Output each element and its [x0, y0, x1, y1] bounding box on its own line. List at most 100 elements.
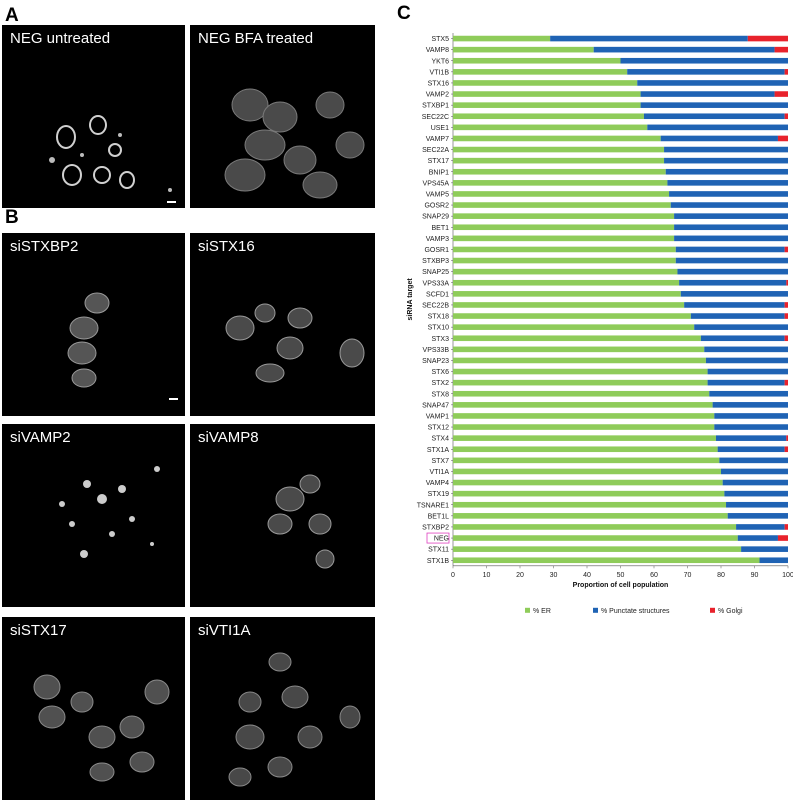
- panel-label-c: C: [397, 3, 411, 24]
- bar-segment: [675, 257, 788, 264]
- x-tick-label: 100: [782, 572, 793, 579]
- y-tick-label: VTI1B: [430, 69, 450, 76]
- y-tick-label: VTI1A: [430, 469, 450, 476]
- bar-segment: [453, 46, 594, 53]
- bar-segment: [453, 224, 675, 231]
- micrograph-sivamp2: siVAMP2: [2, 424, 185, 607]
- bar-segment: [674, 213, 788, 219]
- y-tick-label: VPS33A: [423, 280, 450, 287]
- x-tick-label: 0: [451, 572, 455, 579]
- bar-segment: [679, 279, 787, 286]
- bar-segment: [640, 91, 775, 97]
- legend-label: % Golgi: [718, 608, 743, 615]
- bar-segment: [453, 513, 728, 519]
- cell-image: [225, 303, 365, 383]
- y-axis-title: siRNA target: [407, 278, 414, 321]
- bar-segment: [453, 191, 670, 197]
- bar-segment: [719, 457, 788, 464]
- micrograph-sistx16: siSTX16: [190, 233, 375, 416]
- bar-segment: [665, 168, 788, 175]
- scale-bar: [167, 201, 176, 203]
- bar-segment: [660, 135, 778, 142]
- bar-segment: [453, 35, 551, 42]
- bar-segment: [741, 546, 788, 552]
- bar-segment: [705, 357, 788, 364]
- bar-segment: [453, 279, 680, 286]
- bar-segment: [726, 501, 788, 508]
- bar-segment: [747, 35, 788, 42]
- bar-segment: [453, 235, 675, 242]
- bar-segment: [777, 535, 788, 541]
- bar-segment: [453, 346, 705, 353]
- bar-segment: [717, 446, 785, 453]
- y-tick-label: GOSR2: [424, 203, 449, 210]
- y-tick-label: STX1B: [427, 558, 450, 565]
- bar-segment: [670, 202, 788, 208]
- bar-segment: [774, 91, 788, 97]
- bar-segment: [453, 313, 691, 319]
- y-tick-label: VAMP4: [426, 480, 449, 487]
- bar-segment: [453, 80, 638, 86]
- micrograph-caption: siSTX17: [10, 622, 67, 639]
- micrograph-caption: siSTXBP2: [10, 238, 79, 255]
- stacked-bar-chart: STX5 VAMP8 YKT6 VTI1B STX16 VAMP2 STXBP1 SEC22C…: [407, 33, 793, 615]
- bar-segment: [453, 546, 742, 552]
- y-tick-label: TSNARE1: [417, 502, 449, 509]
- scale-bar: [169, 398, 178, 400]
- micrograph-caption: NEG untreated: [10, 30, 111, 47]
- bar-segment: [690, 313, 785, 319]
- y-tick-label: STX8: [431, 391, 449, 398]
- y-tick-label: BET1: [431, 225, 449, 232]
- y-tick-label: STX7: [431, 458, 449, 465]
- bar-segment: [550, 35, 748, 42]
- bar-segment: [453, 413, 715, 419]
- bar-segment: [700, 335, 785, 342]
- bar-segment: [707, 379, 785, 386]
- y-tick-label: STXBP3: [422, 258, 449, 265]
- y-tick-label: STX19: [428, 491, 450, 498]
- cell-image: [33, 674, 170, 782]
- bar-segment: [453, 535, 738, 541]
- bar-segment: [453, 479, 723, 486]
- bar-segment: [453, 135, 661, 142]
- bar-segment: [453, 457, 720, 464]
- bar-segment: [453, 435, 716, 441]
- bar-segment: [453, 168, 666, 175]
- bar-segment: [714, 413, 788, 419]
- micrograph-caption: siVTI1A: [198, 622, 251, 639]
- y-tick-label: STX11: [428, 547, 449, 554]
- bar-segment: [784, 69, 788, 75]
- bar-segment: [784, 446, 788, 453]
- bar-segment: [453, 402, 713, 408]
- bar-segment: [640, 102, 788, 108]
- x-tick-label: 80: [717, 572, 725, 579]
- y-tick-label: SEC22B: [422, 302, 449, 309]
- bar-segment: [784, 302, 788, 308]
- bar-segment: [664, 146, 788, 153]
- micrograph-sistx17: siSTX17: [2, 617, 185, 800]
- bar-segment: [774, 46, 788, 53]
- bar-segment: [453, 180, 668, 186]
- micrograph-sivti1a: siVTI1A: [190, 617, 375, 800]
- bar-segment: [694, 324, 788, 330]
- bar-segment: [453, 202, 671, 208]
- y-tick-label: VAMP8: [426, 47, 449, 54]
- y-tick-label: STX2: [431, 380, 449, 387]
- bar-segment: [724, 490, 788, 497]
- bar-segment: [709, 390, 788, 397]
- y-tick-label: STX18: [428, 314, 450, 321]
- y-tick-label: SNAP25: [422, 269, 449, 276]
- x-tick-label: 20: [516, 572, 524, 579]
- highlight-box: [426, 532, 450, 544]
- bar-segment: [736, 524, 785, 530]
- bar-segment: [721, 468, 788, 475]
- bar-segment: [453, 446, 718, 453]
- x-tick-label: 40: [583, 572, 591, 579]
- panel-label-b: B: [5, 207, 19, 228]
- bar-segment: [786, 435, 788, 441]
- panel-label-a: A: [5, 5, 19, 26]
- bar-segment: [453, 102, 641, 108]
- bar-segment: [667, 180, 788, 186]
- bar-segment: [453, 357, 706, 364]
- bar-segment: [453, 157, 665, 164]
